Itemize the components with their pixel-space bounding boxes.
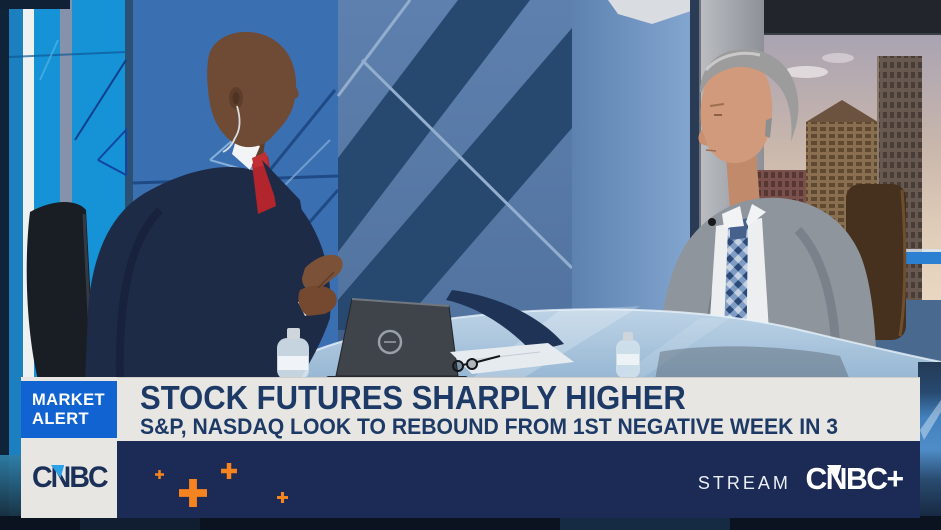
plus-icon bbox=[155, 470, 164, 479]
stream-promo: STREAM CNBC+ bbox=[698, 441, 904, 518]
host-head bbox=[207, 31, 297, 148]
earpiece-wire bbox=[222, 105, 241, 153]
right-edge-sliver bbox=[918, 362, 941, 530]
cnbc-logo-box: CNBC bbox=[21, 438, 117, 518]
plus-icon bbox=[179, 479, 207, 507]
host-hand bbox=[302, 254, 343, 292]
host-person bbox=[85, 31, 343, 381]
cnbc-logo-text: CNBC bbox=[31, 461, 109, 494]
lapel-mic-icon bbox=[708, 218, 716, 226]
glasses bbox=[452, 355, 501, 372]
left-corner bbox=[0, 455, 22, 530]
ticker-bar: STREAM CNBC+ bbox=[117, 441, 920, 518]
water-bottle bbox=[277, 328, 309, 380]
cnbc-plus-logo: CNBC+ bbox=[805, 461, 904, 496]
headline-band: STOCK FUTURES SHARPLY HIGHER S&P, NASDAQ… bbox=[117, 377, 920, 441]
lower-third-banner: MARKET ALERT CNBC STOCK FUTURES SHARPLY … bbox=[21, 377, 920, 518]
subheadline: S&P, NASDAQ LOOK TO REBOUND FROM 1ST NEG… bbox=[140, 414, 839, 439]
alert-badge-line2: ALERT bbox=[32, 410, 89, 428]
guest-face bbox=[700, 56, 773, 164]
stream-label: STREAM bbox=[697, 473, 791, 493]
papers bbox=[450, 343, 574, 374]
plus-icon bbox=[221, 463, 237, 479]
water-bottle bbox=[616, 332, 640, 378]
cnbc-plus-logo-text: CNBC+ bbox=[805, 461, 904, 496]
dell-circle-icon bbox=[377, 329, 403, 355]
guest-hair bbox=[700, 48, 799, 142]
plus-icon bbox=[277, 492, 288, 503]
cnbc-logo: CNBC bbox=[31, 461, 109, 494]
host-hand bbox=[298, 285, 337, 316]
banner-left-column: MARKET ALERT CNBC bbox=[21, 377, 117, 518]
host-chair bbox=[26, 202, 96, 380]
alert-badge-line1: MARKET bbox=[32, 391, 105, 409]
headline: STOCK FUTURES SHARPLY HIGHER bbox=[140, 379, 686, 416]
market-alert-badge: MARKET ALERT bbox=[21, 381, 117, 438]
